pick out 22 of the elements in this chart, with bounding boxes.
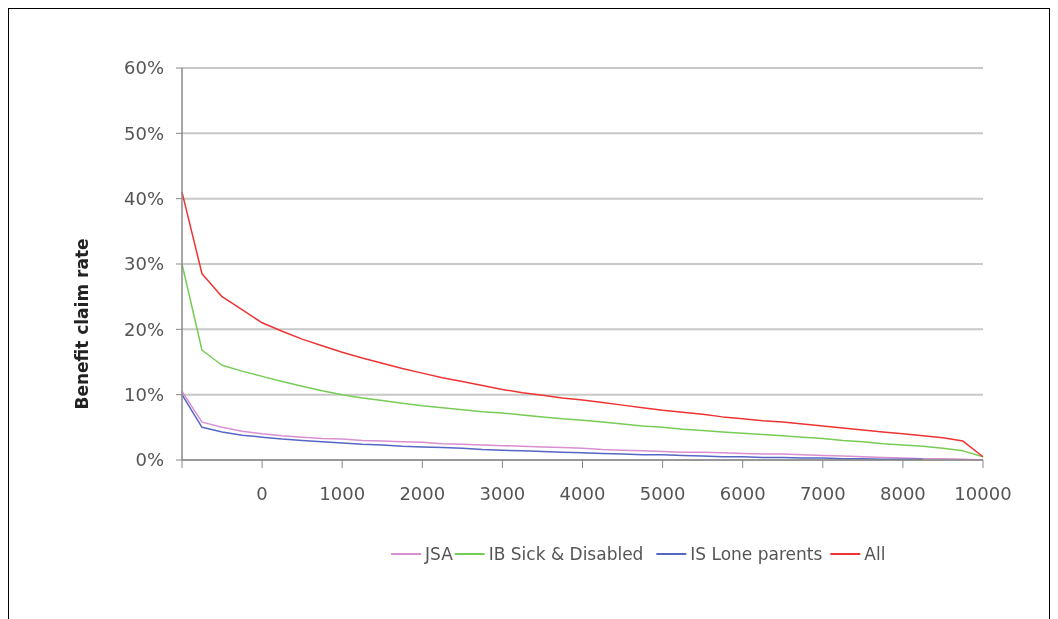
x-tick-label: 8000 <box>879 483 926 504</box>
y-tick-label: 60% <box>123 57 164 79</box>
x-tick-label: 2000 <box>399 483 446 504</box>
x-tick-label: 7000 <box>799 483 846 504</box>
x-tick-label: 5000 <box>639 483 686 504</box>
legend-label: IS Lone parents <box>690 543 823 564</box>
legend-label: IB Sick & Disabled <box>488 543 644 564</box>
y-tick-label: 30% <box>123 253 164 275</box>
y-axis-title: Benefit claim rate <box>72 238 92 410</box>
x-tick-label: 6000 <box>719 483 766 504</box>
x-tick-label: 1000 <box>319 483 366 504</box>
y-tick-label: 10% <box>123 383 164 405</box>
x-tick-label: 0 <box>256 483 268 504</box>
legend-label: JSA <box>424 543 454 564</box>
y-tick-label: 20% <box>123 318 164 340</box>
x-tick-label: 4000 <box>559 483 606 504</box>
legend-label: All <box>864 543 886 564</box>
y-tick-label: 40% <box>123 187 164 209</box>
x-tick-label: 10000 <box>954 483 1012 504</box>
x-tick-label: 3000 <box>479 483 526 504</box>
y-tick-label: 0% <box>135 449 164 471</box>
y-tick-label: 50% <box>123 122 164 144</box>
